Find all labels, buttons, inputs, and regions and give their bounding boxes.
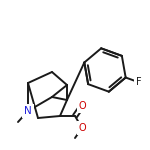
Text: F: F [136, 77, 142, 87]
Text: O: O [78, 101, 86, 111]
Text: O: O [78, 123, 86, 133]
Text: N: N [24, 106, 32, 116]
